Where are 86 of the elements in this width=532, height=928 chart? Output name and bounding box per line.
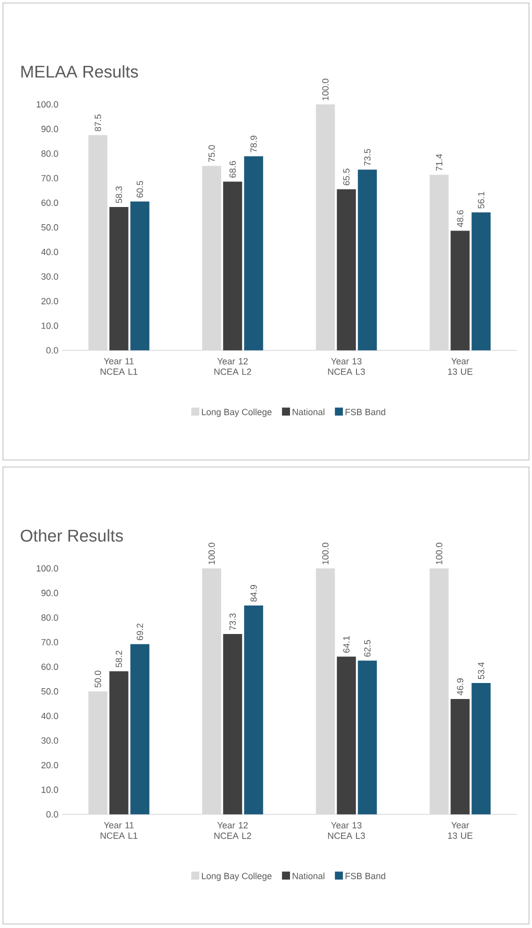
- y-tick-label: 60.0: [41, 200, 58, 206]
- data-label: 60.5: [136, 180, 144, 198]
- data-label: 84.9: [250, 584, 257, 602]
- data-label: 73.3: [229, 613, 236, 630]
- data-label: 53.4: [478, 662, 484, 680]
- x-tick-label: Year 12 NCEA L2: [214, 358, 252, 375]
- bar: [130, 644, 150, 814]
- bar: [450, 230, 470, 350]
- data-label: 64.1: [343, 636, 350, 653]
- bar: [472, 212, 491, 350]
- legend-label: National: [292, 872, 324, 880]
- legend-label: FSB Band: [346, 408, 386, 416]
- data-label: 100.0: [208, 542, 215, 564]
- data-label: 58.2: [116, 650, 122, 668]
- y-tick-label: 0.0: [46, 347, 58, 354]
- data-label: 48.6: [456, 210, 464, 228]
- legend-label: National: [292, 408, 324, 416]
- bar: [109, 206, 128, 350]
- data-label: 50.0: [94, 670, 102, 688]
- chart-title: MELAA Results: [21, 65, 138, 78]
- data-label: 100.0: [436, 542, 442, 564]
- y-tick-label: 90.0: [41, 126, 58, 132]
- bar: [109, 671, 128, 814]
- data-label: 56.1: [478, 192, 484, 208]
- data-label: 68.6: [229, 161, 236, 178]
- y-tick-label: 50.0: [41, 224, 58, 231]
- y-tick-label: 90.0: [41, 590, 58, 596]
- data-label: 87.5: [94, 114, 102, 132]
- y-tick-label: 50.0: [41, 688, 58, 695]
- y-tick-label: 80.0: [41, 150, 58, 157]
- y-tick-label: 20.0: [41, 298, 58, 304]
- legend-label: Long Bay College: [202, 872, 272, 881]
- x-tick-label: Year 13 UE: [448, 358, 472, 375]
- bar: [336, 656, 356, 814]
- data-label: 100.0: [322, 78, 329, 100]
- bar: [316, 568, 335, 814]
- bar: [202, 166, 222, 350]
- legend-label: Long Bay College: [202, 408, 272, 417]
- data-label: 71.4: [436, 154, 442, 171]
- data-label: 75.0: [208, 145, 215, 162]
- bar: [336, 189, 356, 350]
- y-tick-label: 40.0: [41, 248, 58, 256]
- bar: [316, 104, 335, 350]
- x-tick-label: Year 13 NCEA L3: [328, 358, 365, 375]
- bar: [202, 568, 222, 814]
- y-tick-label: 10.0: [42, 786, 58, 793]
- bar: [430, 174, 449, 350]
- x-tick-label: Year 12 NCEA L2: [214, 822, 252, 839]
- y-tick-label: 100.0: [36, 565, 58, 572]
- x-tick-label: Year 13 NCEA L3: [328, 822, 365, 839]
- data-label: 100.0: [322, 542, 329, 564]
- data-label: 73.5: [364, 148, 371, 166]
- data-label: 62.5: [364, 640, 371, 657]
- y-tick-label: 30.0: [41, 737, 58, 744]
- bar: [88, 135, 108, 350]
- legend-label: FSB Band: [346, 872, 386, 880]
- bar: [88, 691, 108, 814]
- y-tick-label: 100.0: [36, 101, 58, 108]
- data-label: 58.3: [116, 186, 122, 204]
- x-tick-label: Year 11 NCEA L1: [100, 822, 138, 839]
- y-tick-label: 30.0: [41, 273, 58, 280]
- chart-title: Other Results: [20, 529, 123, 542]
- data-label: 46.9: [456, 678, 464, 696]
- data-label: 69.2: [136, 624, 144, 640]
- y-tick-label: 10.0: [42, 322, 58, 329]
- x-tick-label: Year 11 NCEA L1: [100, 358, 138, 375]
- bar: [223, 634, 242, 814]
- y-tick-label: 40.0: [41, 712, 58, 720]
- y-tick-label: 20.0: [41, 762, 58, 768]
- y-tick-label: 70.0: [41, 638, 58, 646]
- bar: [244, 156, 264, 350]
- bar: [244, 606, 264, 814]
- x-tick-label: Year 13 UE: [448, 822, 472, 839]
- bar: [472, 682, 491, 814]
- y-tick-label: 0.0: [46, 811, 58, 818]
- data-label: 65.5: [343, 168, 350, 186]
- data-label: 78.9: [250, 136, 257, 152]
- bar: [223, 182, 242, 350]
- bar: [130, 202, 150, 350]
- bar: [430, 568, 449, 814]
- bar: [450, 698, 470, 814]
- y-tick-label: 60.0: [41, 664, 58, 670]
- y-tick-label: 70.0: [41, 174, 58, 182]
- y-tick-label: 80.0: [41, 614, 58, 621]
- bar: [358, 170, 377, 350]
- bar: [358, 660, 377, 814]
